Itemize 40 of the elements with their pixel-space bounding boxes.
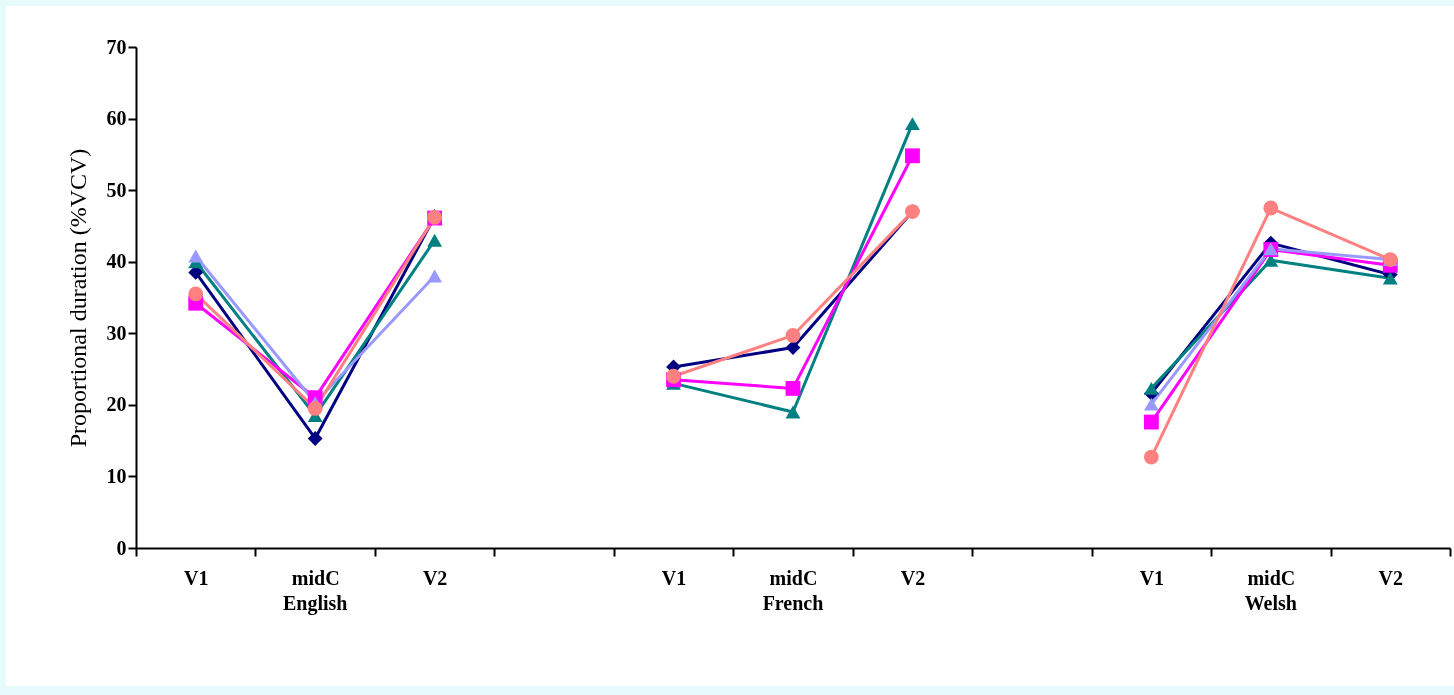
point (1143, 397, 1159, 411)
point (427, 269, 443, 283)
x-tick-label: V2 (900, 566, 926, 589)
x-tick-label: midC (291, 566, 340, 589)
text: English (282, 592, 348, 615)
y-tick-label: 30 (106, 321, 127, 344)
point (666, 368, 681, 384)
y-tick-label: 40 (106, 250, 127, 273)
y-tick-label: 10 (106, 464, 127, 487)
y-axis-title: Proportional duration (%VCV) (64, 148, 91, 448)
point (785, 405, 801, 419)
x-tick-label: V1 (661, 566, 687, 589)
text: Welsh (1244, 592, 1297, 614)
point (785, 340, 801, 356)
point (1143, 449, 1159, 465)
point (785, 380, 801, 396)
point (1143, 414, 1159, 430)
point (307, 401, 323, 416)
point (905, 117, 920, 130)
y-tick-label: 0 (116, 536, 127, 559)
point (188, 249, 204, 263)
y-tick-label: 60 (106, 107, 127, 130)
point (307, 431, 323, 446)
point (785, 328, 801, 343)
point (905, 148, 920, 164)
point (427, 233, 443, 247)
text: French (762, 592, 824, 614)
x-tick-label: V2 (422, 566, 448, 589)
x-tick-label: V1 (184, 566, 209, 589)
x-tick-label: V1 (1139, 566, 1165, 589)
x-tick-label: midC (769, 566, 818, 589)
y-tick-label: 70 (106, 35, 127, 58)
x-tick-label: midC (1247, 566, 1296, 589)
point (1143, 381, 1159, 395)
point (1382, 271, 1398, 285)
x-tick-label: V2 (1378, 566, 1403, 589)
point (1263, 200, 1279, 216)
y-tick-label: 20 (106, 393, 127, 416)
point (188, 286, 204, 302)
y-tick-label: 50 (106, 178, 127, 201)
